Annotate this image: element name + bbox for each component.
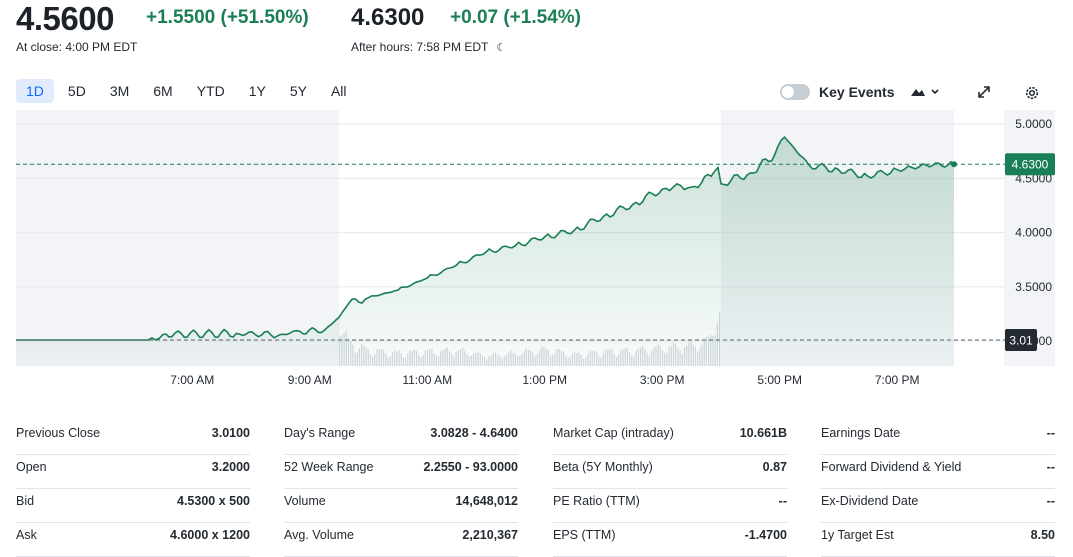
stat-row: Ex-Dividend Date -- bbox=[821, 488, 1055, 523]
market-close-time: At close: 4:00 PM EDT bbox=[16, 40, 138, 54]
last-price: 4.5600 bbox=[16, 0, 114, 37]
stat-value: -- bbox=[1046, 426, 1055, 440]
stat-label: Previous Close bbox=[16, 426, 101, 440]
x-tick-label: 11:00 AM bbox=[402, 373, 452, 387]
pre-market-band bbox=[16, 110, 340, 366]
stat-label: 1y Target Est bbox=[821, 528, 894, 542]
stat-row: Avg. Volume 2,210,367 bbox=[284, 522, 518, 557]
stat-label: 52 Week Range bbox=[284, 460, 374, 474]
x-tick-label: 7:00 AM bbox=[170, 373, 214, 387]
stat-row: 1y Target Est 8.50 bbox=[821, 522, 1055, 557]
current-price-tag bbox=[1005, 153, 1055, 176]
moon-icon: ☾ bbox=[496, 42, 507, 54]
stat-row: Earnings Date -- bbox=[821, 420, 1055, 455]
price-area bbox=[16, 137, 954, 366]
stat-label: Ex-Dividend Date bbox=[821, 494, 919, 508]
chart-toolbar: Key Events bbox=[780, 80, 1039, 104]
stat-row: EPS (TTM) -1.4700 bbox=[553, 522, 787, 557]
after-hours-change: +0.07 (+1.54%) bbox=[450, 7, 581, 28]
stat-value: 4.6000 x 1200 bbox=[170, 528, 250, 542]
stat-label: Earnings Date bbox=[821, 426, 901, 440]
stat-row: Open 3.2000 bbox=[16, 454, 250, 489]
after-hours-time: After hours: 7:58 PM EDT bbox=[351, 40, 489, 54]
stat-row: Volume 14,648,012 bbox=[284, 488, 518, 523]
x-tick-label: 9:00 AM bbox=[288, 373, 332, 387]
stat-label: Forward Dividend & Yield bbox=[821, 460, 962, 474]
stat-label: Bid bbox=[16, 494, 35, 508]
previous-close-tag bbox=[1005, 328, 1037, 351]
x-tick-label: 3:00 PM bbox=[640, 373, 685, 387]
range-3m[interactable]: 3M bbox=[109, 83, 130, 99]
after-hours-time-row: After hours: 7:58 PM EDT ☾ bbox=[351, 40, 506, 54]
range-5y[interactable]: 5Y bbox=[289, 83, 307, 99]
stat-value: -- bbox=[1046, 460, 1055, 474]
stat-value: 4.5300 x 500 bbox=[177, 494, 250, 508]
expand-icon[interactable] bbox=[976, 84, 992, 105]
x-tick-label: 1:00 PM bbox=[522, 373, 567, 387]
stat-value: -1.4700 bbox=[744, 528, 787, 542]
previous-close-label: 3.01 bbox=[1009, 333, 1033, 347]
stat-value: 2,210,367 bbox=[462, 528, 518, 542]
range-1y[interactable]: 1Y bbox=[248, 83, 266, 99]
stat-label: Day's Range bbox=[284, 426, 356, 440]
y-axis-band bbox=[1004, 110, 1055, 366]
y-tick-label: 4.0000 bbox=[1015, 226, 1052, 240]
stat-label: Ask bbox=[16, 528, 37, 542]
stat-row: Ask 4.6000 x 1200 bbox=[16, 522, 250, 557]
time-range-tabs: 1D 5D 3M 6M YTD 1Y 5Y All bbox=[16, 79, 361, 103]
price-line bbox=[16, 135, 955, 341]
price-chart[interactable]: 7:00 AM 9:00 AM 11:00 AM 1:00 PM 3:00 PM 5:00… bbox=[0, 108, 1073, 393]
key-events-toggle[interactable] bbox=[780, 84, 810, 100]
stat-value: 8.50 bbox=[1030, 528, 1055, 542]
stat-value: 3.2000 bbox=[211, 460, 250, 474]
gear-icon[interactable] bbox=[1023, 84, 1041, 107]
stat-value: 10.661B bbox=[739, 426, 787, 440]
toggle-knob bbox=[782, 86, 794, 98]
range-ytd[interactable]: YTD bbox=[196, 83, 225, 99]
stat-value: 3.0100 bbox=[211, 426, 250, 440]
mountain-icon[interactable] bbox=[910, 85, 940, 104]
range-1d[interactable]: 1D bbox=[16, 79, 54, 103]
after-hours-price: 4.6300 bbox=[351, 4, 425, 31]
stat-row: Market Cap (intraday) 10.661B bbox=[553, 420, 787, 455]
stat-row: 52 Week Range 2.2550 - 93.0000 bbox=[284, 454, 518, 489]
stat-label: PE Ratio (TTM) bbox=[553, 494, 640, 508]
x-tick-label: 5:00 PM bbox=[757, 373, 802, 387]
current-price-label: 4.6300 bbox=[1012, 158, 1049, 172]
stat-value: -- bbox=[778, 494, 787, 508]
stat-row: PE Ratio (TTM) -- bbox=[553, 488, 787, 523]
stat-label: Market Cap (intraday) bbox=[553, 426, 674, 440]
key-events-label: Key Events bbox=[819, 84, 895, 100]
y-tick-label: 3.5000 bbox=[1015, 280, 1052, 294]
stat-label: Beta (5Y Monthly) bbox=[553, 460, 653, 474]
stat-label: EPS (TTM) bbox=[553, 528, 616, 542]
stat-row: Bid 4.5300 x 500 bbox=[16, 488, 250, 523]
x-tick-label: 7:00 PM bbox=[875, 373, 920, 387]
stat-row: Forward Dividend & Yield -- bbox=[821, 454, 1055, 489]
stat-value: 0.87 bbox=[762, 460, 787, 474]
range-6m[interactable]: 6M bbox=[153, 83, 173, 99]
y-tick-label: 5.0000 bbox=[1015, 117, 1052, 131]
stat-row: Previous Close 3.0100 bbox=[16, 420, 250, 455]
stat-value: 2.2550 - 93.0000 bbox=[423, 460, 518, 474]
stat-row: Day's Range 3.0828 - 4.6400 bbox=[284, 420, 518, 455]
stat-value: 14,648,012 bbox=[455, 494, 518, 508]
stat-row: Beta (5Y Monthly) 0.87 bbox=[553, 454, 787, 489]
stat-label: Open bbox=[16, 460, 47, 474]
stat-value: -- bbox=[1046, 494, 1055, 508]
range-all[interactable]: All bbox=[330, 83, 347, 99]
stat-label: Volume bbox=[284, 494, 326, 508]
stat-label: Avg. Volume bbox=[284, 528, 354, 542]
price-change: +1.5500 (+51.50%) bbox=[146, 7, 309, 28]
range-5d[interactable]: 5D bbox=[67, 83, 86, 99]
last-point-dot bbox=[951, 161, 957, 168]
stat-value: 3.0828 - 4.6400 bbox=[430, 426, 518, 440]
